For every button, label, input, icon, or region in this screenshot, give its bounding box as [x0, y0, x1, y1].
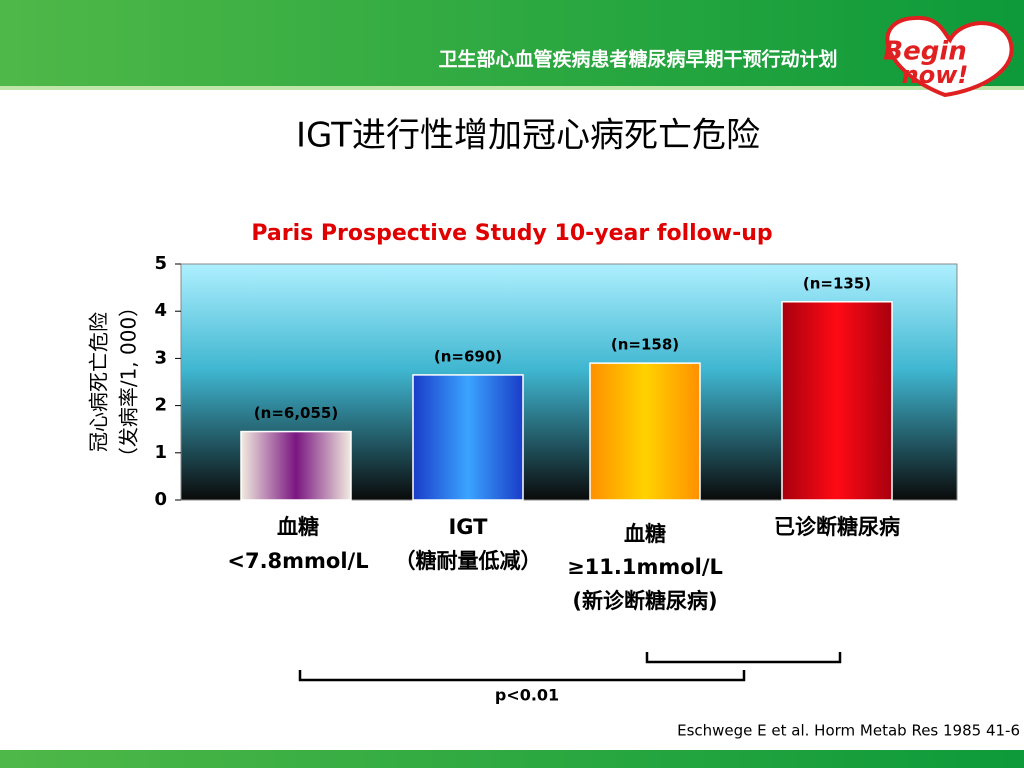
y-tick-label: 3: [154, 347, 167, 368]
y-tick-label: 5: [154, 253, 167, 274]
bar-annotation: (n=6,055): [254, 404, 338, 422]
x-tick-label: IGT: [448, 515, 488, 539]
bracket: [298, 670, 746, 682]
x-tick-label: （糖耐量低减）: [395, 549, 542, 573]
x-tick-label: 血糖: [624, 522, 666, 546]
bar: [240, 430, 352, 501]
y-tick-label: 4: [154, 300, 167, 321]
slide-title: IGT进行性增加冠心病死亡危险: [296, 116, 760, 156]
y-tick-label: 1: [154, 442, 167, 463]
brackets: [298, 652, 842, 682]
x-tick-label: 已诊断糖尿病: [774, 515, 900, 539]
header-band: [0, 0, 1024, 86]
logo-text: Begin: [883, 37, 966, 67]
bar: [781, 301, 893, 501]
y-axis-label: 冠心病死亡危险: [87, 312, 111, 452]
footer-band: [0, 750, 1024, 768]
chart-title: Paris Prospective Study 10-year follow-u…: [251, 221, 772, 246]
x-tick-label: 血糖: [277, 515, 319, 539]
citation: Eschwege E et al. Horm Metab Res 1985 41…: [677, 722, 1020, 740]
logo-text: now!: [902, 61, 969, 89]
header-rule: [0, 86, 1024, 90]
y-tick-label: 2: [154, 395, 167, 416]
bracket: [645, 652, 842, 664]
logo-heart: [885, 15, 1014, 98]
bar: [589, 362, 701, 501]
y-tick-label: 0: [154, 489, 167, 510]
bar-annotation: (n=158): [611, 336, 679, 354]
bar-annotation: (n=135): [803, 274, 871, 292]
header-text: 卫生部心血管疾病患者糖尿病早期干预行动计划: [438, 48, 837, 71]
x-tick-label: ≥11.1mmol/L: [567, 555, 723, 579]
y-axis-label: （发病率/1, 000）: [117, 297, 141, 467]
p-value: p<0.01: [495, 686, 559, 705]
bar-annotation: (n=690): [434, 347, 502, 365]
x-tick-label: (新诊断糖尿病): [572, 589, 717, 613]
x-tick-label: <7.8mmol/L: [227, 549, 368, 573]
bar: [412, 374, 524, 501]
